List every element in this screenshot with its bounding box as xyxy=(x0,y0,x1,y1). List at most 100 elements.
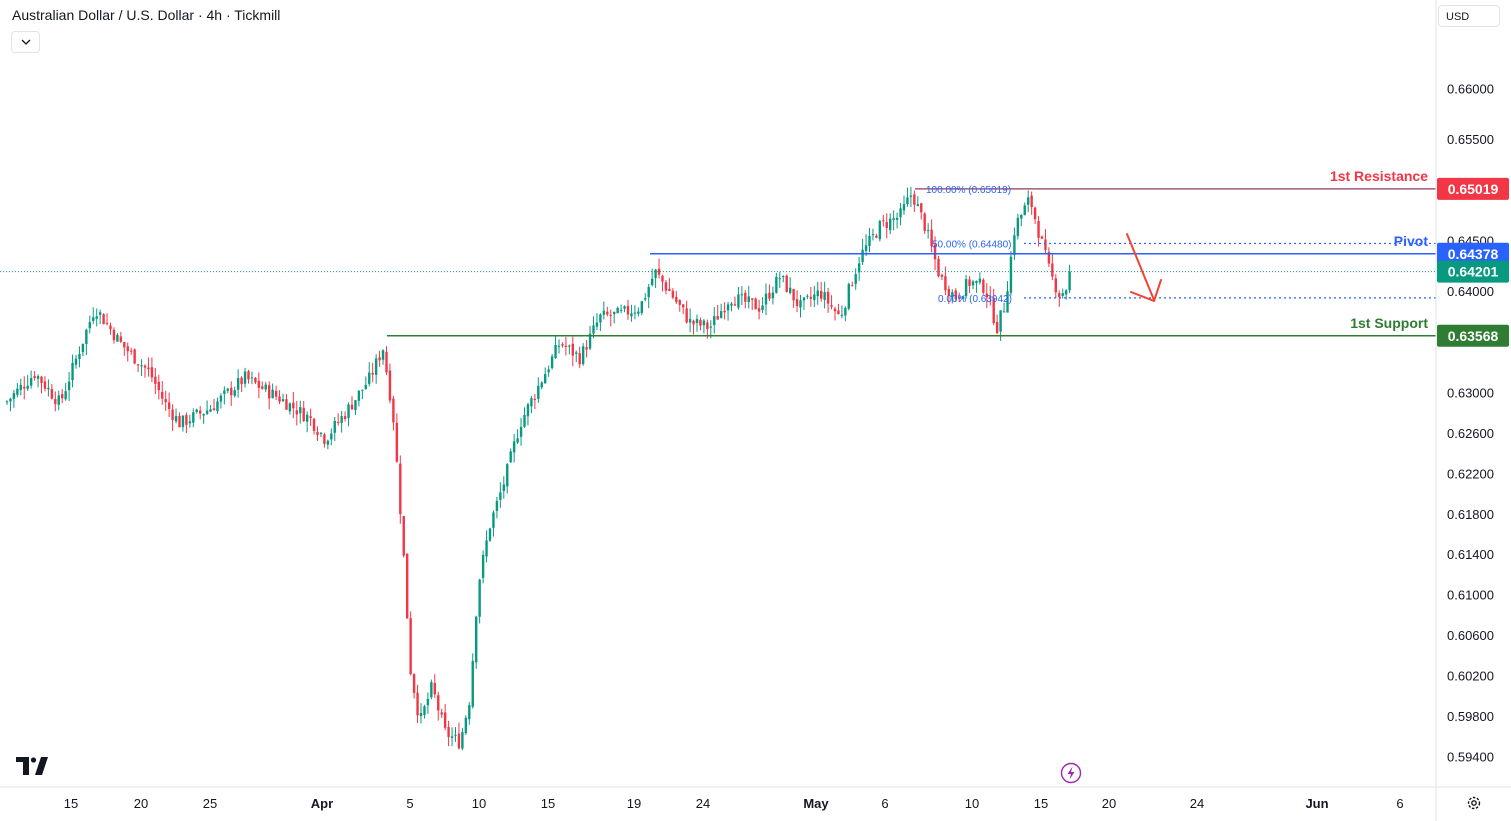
candle-body xyxy=(399,463,402,515)
candle-body xyxy=(795,299,799,306)
candle-body xyxy=(485,540,488,557)
candle-body xyxy=(230,387,233,396)
candle-body xyxy=(864,245,868,251)
last-price-tag-bg xyxy=(1437,260,1509,283)
candle-body xyxy=(316,431,319,435)
candle-body xyxy=(726,304,730,311)
candle-body xyxy=(740,294,744,296)
candle-body xyxy=(609,314,612,316)
candle-body xyxy=(98,312,102,315)
candle-body xyxy=(312,419,316,431)
candle-body xyxy=(219,395,223,402)
candle-body xyxy=(537,385,540,399)
candle-body xyxy=(995,321,999,334)
time-tick-label: 24 xyxy=(1190,796,1204,811)
candle-body xyxy=(947,288,951,296)
candle-body xyxy=(443,712,447,728)
candle-body xyxy=(730,303,733,306)
candle-body xyxy=(575,352,578,354)
candle-body xyxy=(126,346,129,352)
collapse-button[interactable] xyxy=(11,31,40,53)
price-tick-label: 0.61800 xyxy=(1447,507,1494,522)
candle-body xyxy=(506,464,509,487)
candle-body xyxy=(688,319,692,323)
candle-body xyxy=(892,218,895,220)
gear-icon[interactable] xyxy=(1466,795,1482,811)
price-axis[interactable]: 0.660000.655000.645000.640000.630000.626… xyxy=(1435,0,1494,821)
time-axis[interactable]: 15 20 25 Apr 5 10 15 19 24 May 6 10 15 20 24 Jun 6 xyxy=(0,786,1511,811)
candle-body xyxy=(223,390,226,394)
currency-button[interactable]: USD xyxy=(1438,5,1500,27)
candle-body xyxy=(1016,217,1020,237)
price-tick-label: 0.66000 xyxy=(1447,82,1494,97)
candle-body xyxy=(926,229,930,231)
candle-body xyxy=(640,301,643,314)
candle-body xyxy=(768,292,771,299)
candle-body xyxy=(147,367,150,370)
candle-body xyxy=(847,283,850,309)
candle-body xyxy=(985,293,988,298)
candle-body xyxy=(161,391,164,399)
candle-body xyxy=(809,296,813,299)
time-tick-label: 19 xyxy=(627,796,641,811)
candle-body xyxy=(285,399,288,410)
candle-body xyxy=(595,322,599,327)
candle-body xyxy=(167,402,171,409)
candle-body xyxy=(419,712,423,717)
candle-body xyxy=(174,416,178,422)
candle-body xyxy=(581,346,585,365)
candle-body xyxy=(105,322,109,324)
candle-body xyxy=(475,616,478,663)
pivot-label: Pivot xyxy=(1394,233,1429,249)
candle-body xyxy=(823,292,826,300)
candle-body xyxy=(495,500,499,511)
candle-body xyxy=(281,399,285,402)
candle-body xyxy=(50,388,54,399)
candle-body xyxy=(816,290,819,297)
candle-body xyxy=(447,727,450,738)
projection-arrow xyxy=(1126,233,1162,302)
candle-body xyxy=(826,291,830,304)
candle-body xyxy=(889,218,892,231)
lightning-icon[interactable] xyxy=(1060,762,1082,784)
candle-body xyxy=(854,274,857,285)
candle-body xyxy=(857,263,861,273)
candle-body xyxy=(216,401,219,412)
candle-body xyxy=(340,416,343,423)
candle-body xyxy=(1054,278,1057,293)
candle-body xyxy=(1058,293,1061,297)
candle-body xyxy=(1047,251,1051,264)
candle-body xyxy=(626,305,630,315)
candle-body xyxy=(157,381,160,391)
candle-body xyxy=(964,279,968,297)
candle-body xyxy=(181,415,185,428)
candle-body xyxy=(844,307,847,316)
candle-body xyxy=(899,208,902,218)
candle-body xyxy=(199,410,202,414)
time-tick-label: Jun xyxy=(1305,796,1328,811)
candle-body xyxy=(933,244,937,260)
candle-body xyxy=(554,344,557,359)
time-tick-label: 25 xyxy=(203,796,217,811)
candle-body xyxy=(968,279,971,286)
candle-body xyxy=(840,314,844,316)
price-tick-label: 0.61400 xyxy=(1447,547,1494,562)
candle-body xyxy=(85,329,88,345)
candle-body xyxy=(519,426,523,437)
support-price-tag: 0.63568 xyxy=(1448,328,1499,344)
candle-body xyxy=(650,278,654,286)
candle-body xyxy=(295,410,298,415)
candle-body xyxy=(95,316,98,319)
candle-body xyxy=(999,310,1002,332)
tradingview-logo[interactable] xyxy=(16,757,48,775)
candle-body xyxy=(1009,256,1013,293)
candle-body xyxy=(516,438,519,443)
candle-body xyxy=(61,394,64,399)
candle-body xyxy=(123,342,126,348)
candle-body xyxy=(502,484,505,491)
candle-body xyxy=(733,304,737,306)
candle-body xyxy=(385,351,388,373)
candle-body xyxy=(406,553,409,619)
candle-body xyxy=(806,295,809,297)
